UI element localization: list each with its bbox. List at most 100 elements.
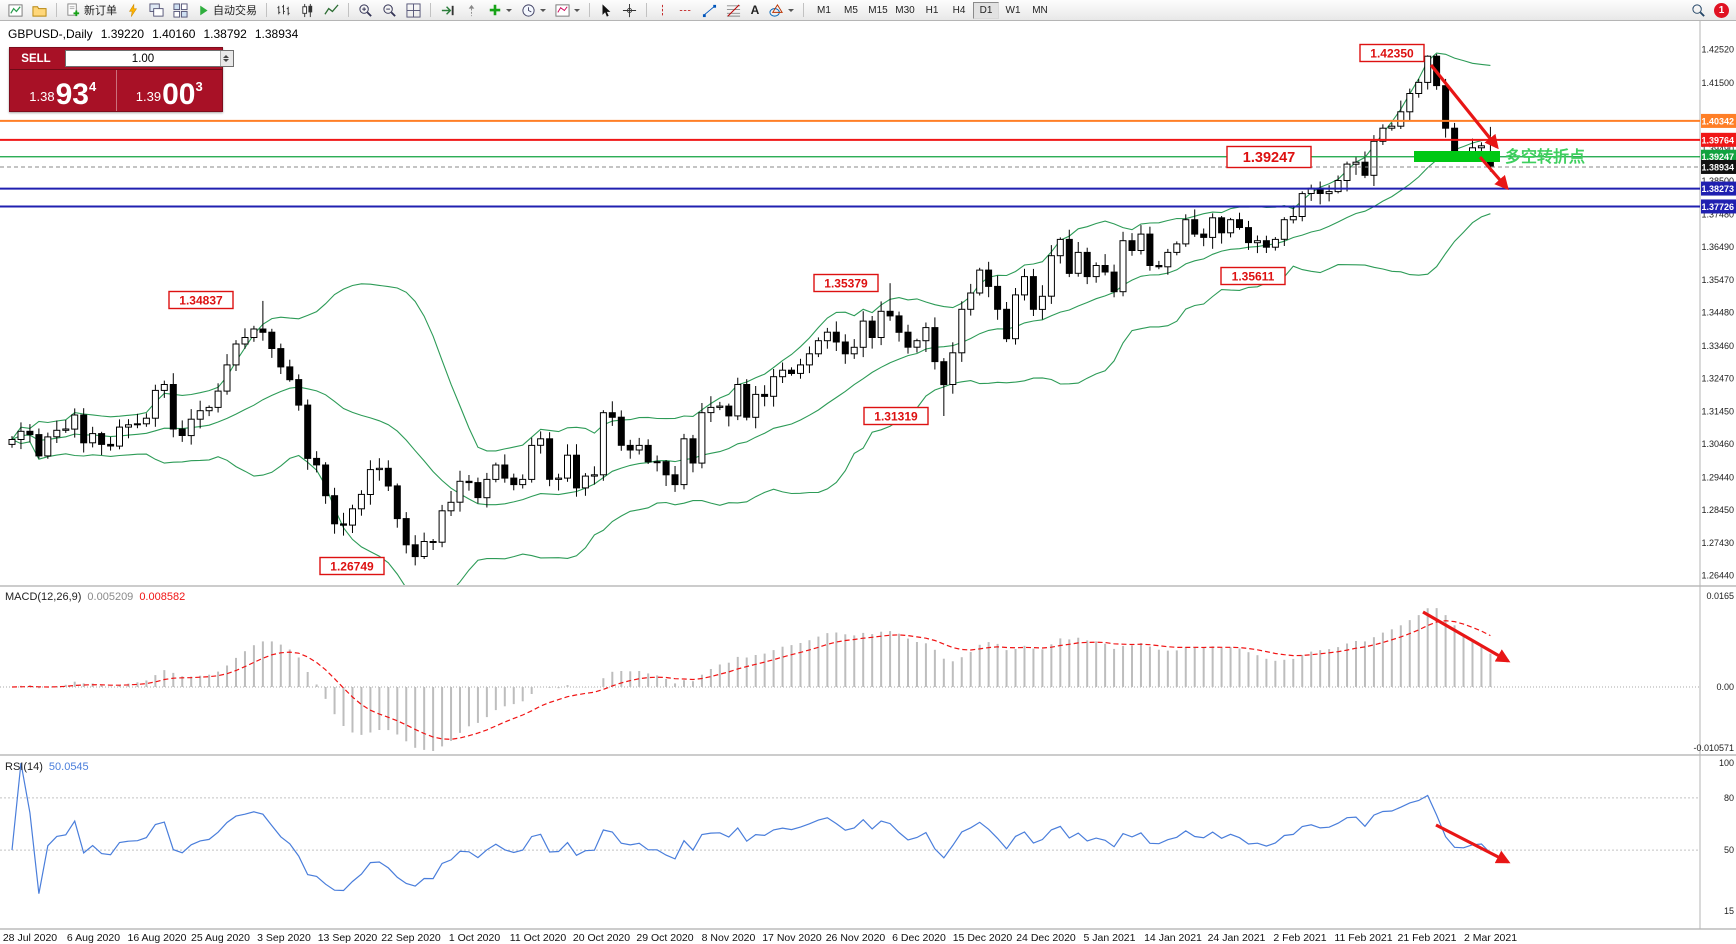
price-annotation[interactable] [168, 290, 234, 310]
text-button[interactable]: A [746, 1, 764, 19]
svg-text:1.36490: 1.36490 [1701, 242, 1734, 252]
clock-icon [522, 3, 535, 17]
price-annotation[interactable] [813, 273, 879, 293]
tile-windows-button[interactable] [169, 1, 192, 19]
cursor-button[interactable] [595, 1, 617, 19]
svg-text:1.26749: 1.26749 [330, 559, 374, 573]
turning-point-label: 多空转折点 [1505, 147, 1585, 166]
svg-text:1.42520: 1.42520 [1701, 45, 1734, 55]
trend-arrow[interactable] [1478, 155, 1509, 191]
horizontal-lines [0, 119, 1700, 208]
dropdown-caret-icon [540, 9, 546, 15]
timeframe-m30-button[interactable]: M30 [892, 2, 918, 19]
trade-panel-prices: 1.38 93 4 1.39 00 3 [10, 70, 222, 111]
price-annotation[interactable] [1220, 266, 1286, 286]
lot-size-input[interactable] [66, 51, 220, 66]
notification-badge[interactable]: 1 [1714, 2, 1729, 18]
trendline-button[interactable] [698, 1, 721, 19]
price-annotation[interactable] [319, 556, 385, 576]
toolbar-separator [266, 3, 267, 17]
trend-arrow[interactable] [1422, 610, 1511, 663]
dropdown-caret-icon [788, 9, 794, 15]
auto-trading-button[interactable]: 自动交易 [193, 1, 261, 19]
svg-text:6 Dec 2020: 6 Dec 2020 [892, 932, 946, 944]
arrange-windows-icon [406, 2, 421, 18]
svg-text:1.39247: 1.39247 [1701, 152, 1734, 162]
auto-scroll-button[interactable] [436, 1, 459, 19]
toolbar-separator [348, 3, 349, 17]
vertical-line-button[interactable] [652, 1, 673, 19]
arrange-windows-button[interactable] [402, 1, 425, 19]
lightning-button[interactable] [122, 1, 144, 19]
horizontal-line-icon [679, 9, 692, 11]
sell-button[interactable]: SELL [10, 48, 62, 69]
shapes-button[interactable] [765, 1, 798, 19]
candles [8, 54, 1494, 566]
templates-button[interactable] [551, 1, 584, 19]
profiles-button[interactable] [28, 1, 51, 19]
chart-high-value: 1.40160 [152, 27, 196, 41]
lot-decrease-button[interactable] [221, 58, 233, 66]
svg-text:1.35379: 1.35379 [824, 276, 868, 290]
toolbar-separator [589, 3, 590, 17]
timeframe-mn-button[interactable]: MN [1027, 2, 1053, 19]
new-order-button[interactable]: 新订单 [62, 1, 121, 19]
new-chart-button[interactable] [4, 1, 27, 19]
svg-text:5 Jan 2021: 5 Jan 2021 [1084, 932, 1136, 944]
svg-text:24 Jan 2021: 24 Jan 2021 [1208, 932, 1266, 944]
buy-price-small: 1.39 [135, 89, 162, 104]
zoom-out-button[interactable] [378, 1, 401, 19]
fibonacci-button[interactable] [722, 1, 745, 19]
lot-size-field [65, 50, 234, 67]
auto-trading-play-icon [200, 5, 208, 15]
candlestick-chart-button[interactable] [296, 1, 319, 19]
svg-text:80: 80 [1724, 793, 1734, 803]
price-annotation[interactable] [863, 406, 929, 426]
chart-shift-button[interactable] [460, 1, 483, 19]
svg-text:1.31319: 1.31319 [874, 409, 918, 423]
buy-price-display[interactable]: 1.39 00 3 [117, 70, 223, 111]
timeframe-m5-button[interactable]: M5 [838, 2, 864, 19]
lot-spinner [220, 51, 233, 66]
svg-text:1.35611: 1.35611 [1232, 269, 1275, 283]
svg-text:1.41500: 1.41500 [1701, 78, 1734, 88]
svg-text:22 Sep 2020: 22 Sep 2020 [381, 932, 441, 944]
svg-text:1.31450: 1.31450 [1701, 407, 1734, 417]
timeframe-h4-button[interactable]: H4 [946, 2, 972, 19]
periods-button[interactable] [517, 1, 550, 19]
svg-text:1.38500: 1.38500 [1701, 176, 1734, 186]
price-annotation[interactable] [1226, 145, 1312, 169]
svg-text:100: 100 [1719, 758, 1734, 768]
sell-price-display[interactable]: 1.38 93 4 [10, 70, 117, 111]
cascade-windows-button[interactable] [145, 1, 168, 19]
turning-point-highlight[interactable] [1414, 151, 1500, 162]
svg-text:11 Oct 2020: 11 Oct 2020 [510, 932, 567, 944]
buy-button[interactable]: BUY [237, 48, 289, 69]
horizontal-line-button[interactable] [674, 1, 697, 19]
line-chart-icon [324, 3, 339, 15]
svg-text:0.00: 0.00 [1716, 682, 1734, 692]
trend-arrow[interactable] [1429, 63, 1499, 150]
timeframe-m15-button[interactable]: M15 [865, 2, 891, 19]
zoom-in-button[interactable] [354, 1, 377, 19]
chart-area[interactable]: 1.42520 1.41500 1.39490 1.38500 1.37480 1.364… [0, 21, 1736, 944]
candlestick-chart-icon [302, 3, 313, 17]
line-chart-button[interactable] [320, 1, 343, 19]
bar-chart-button[interactable] [272, 1, 295, 19]
add-indicator-icon [489, 4, 501, 16]
lot-increase-button[interactable] [221, 51, 233, 59]
timeframe-h1-button[interactable]: H1 [919, 2, 945, 19]
timeframe-d1-button[interactable]: D1 [973, 1, 999, 19]
timeframe-m1-button[interactable]: M1 [811, 2, 837, 19]
indicators-button[interactable] [484, 1, 516, 19]
trend-arrow[interactable] [1435, 823, 1511, 864]
search-icon [1692, 3, 1705, 17]
macd-histogram [19, 608, 1492, 751]
search-button[interactable] [1687, 1, 1710, 19]
price-annotation[interactable] [1359, 43, 1425, 63]
timeframe-w1-button[interactable]: W1 [1000, 2, 1026, 19]
svg-text:1.39764: 1.39764 [1701, 135, 1734, 145]
svg-text:1.33460: 1.33460 [1701, 341, 1734, 351]
svg-text:1.34480: 1.34480 [1701, 308, 1734, 318]
crosshair-button[interactable] [618, 1, 641, 19]
